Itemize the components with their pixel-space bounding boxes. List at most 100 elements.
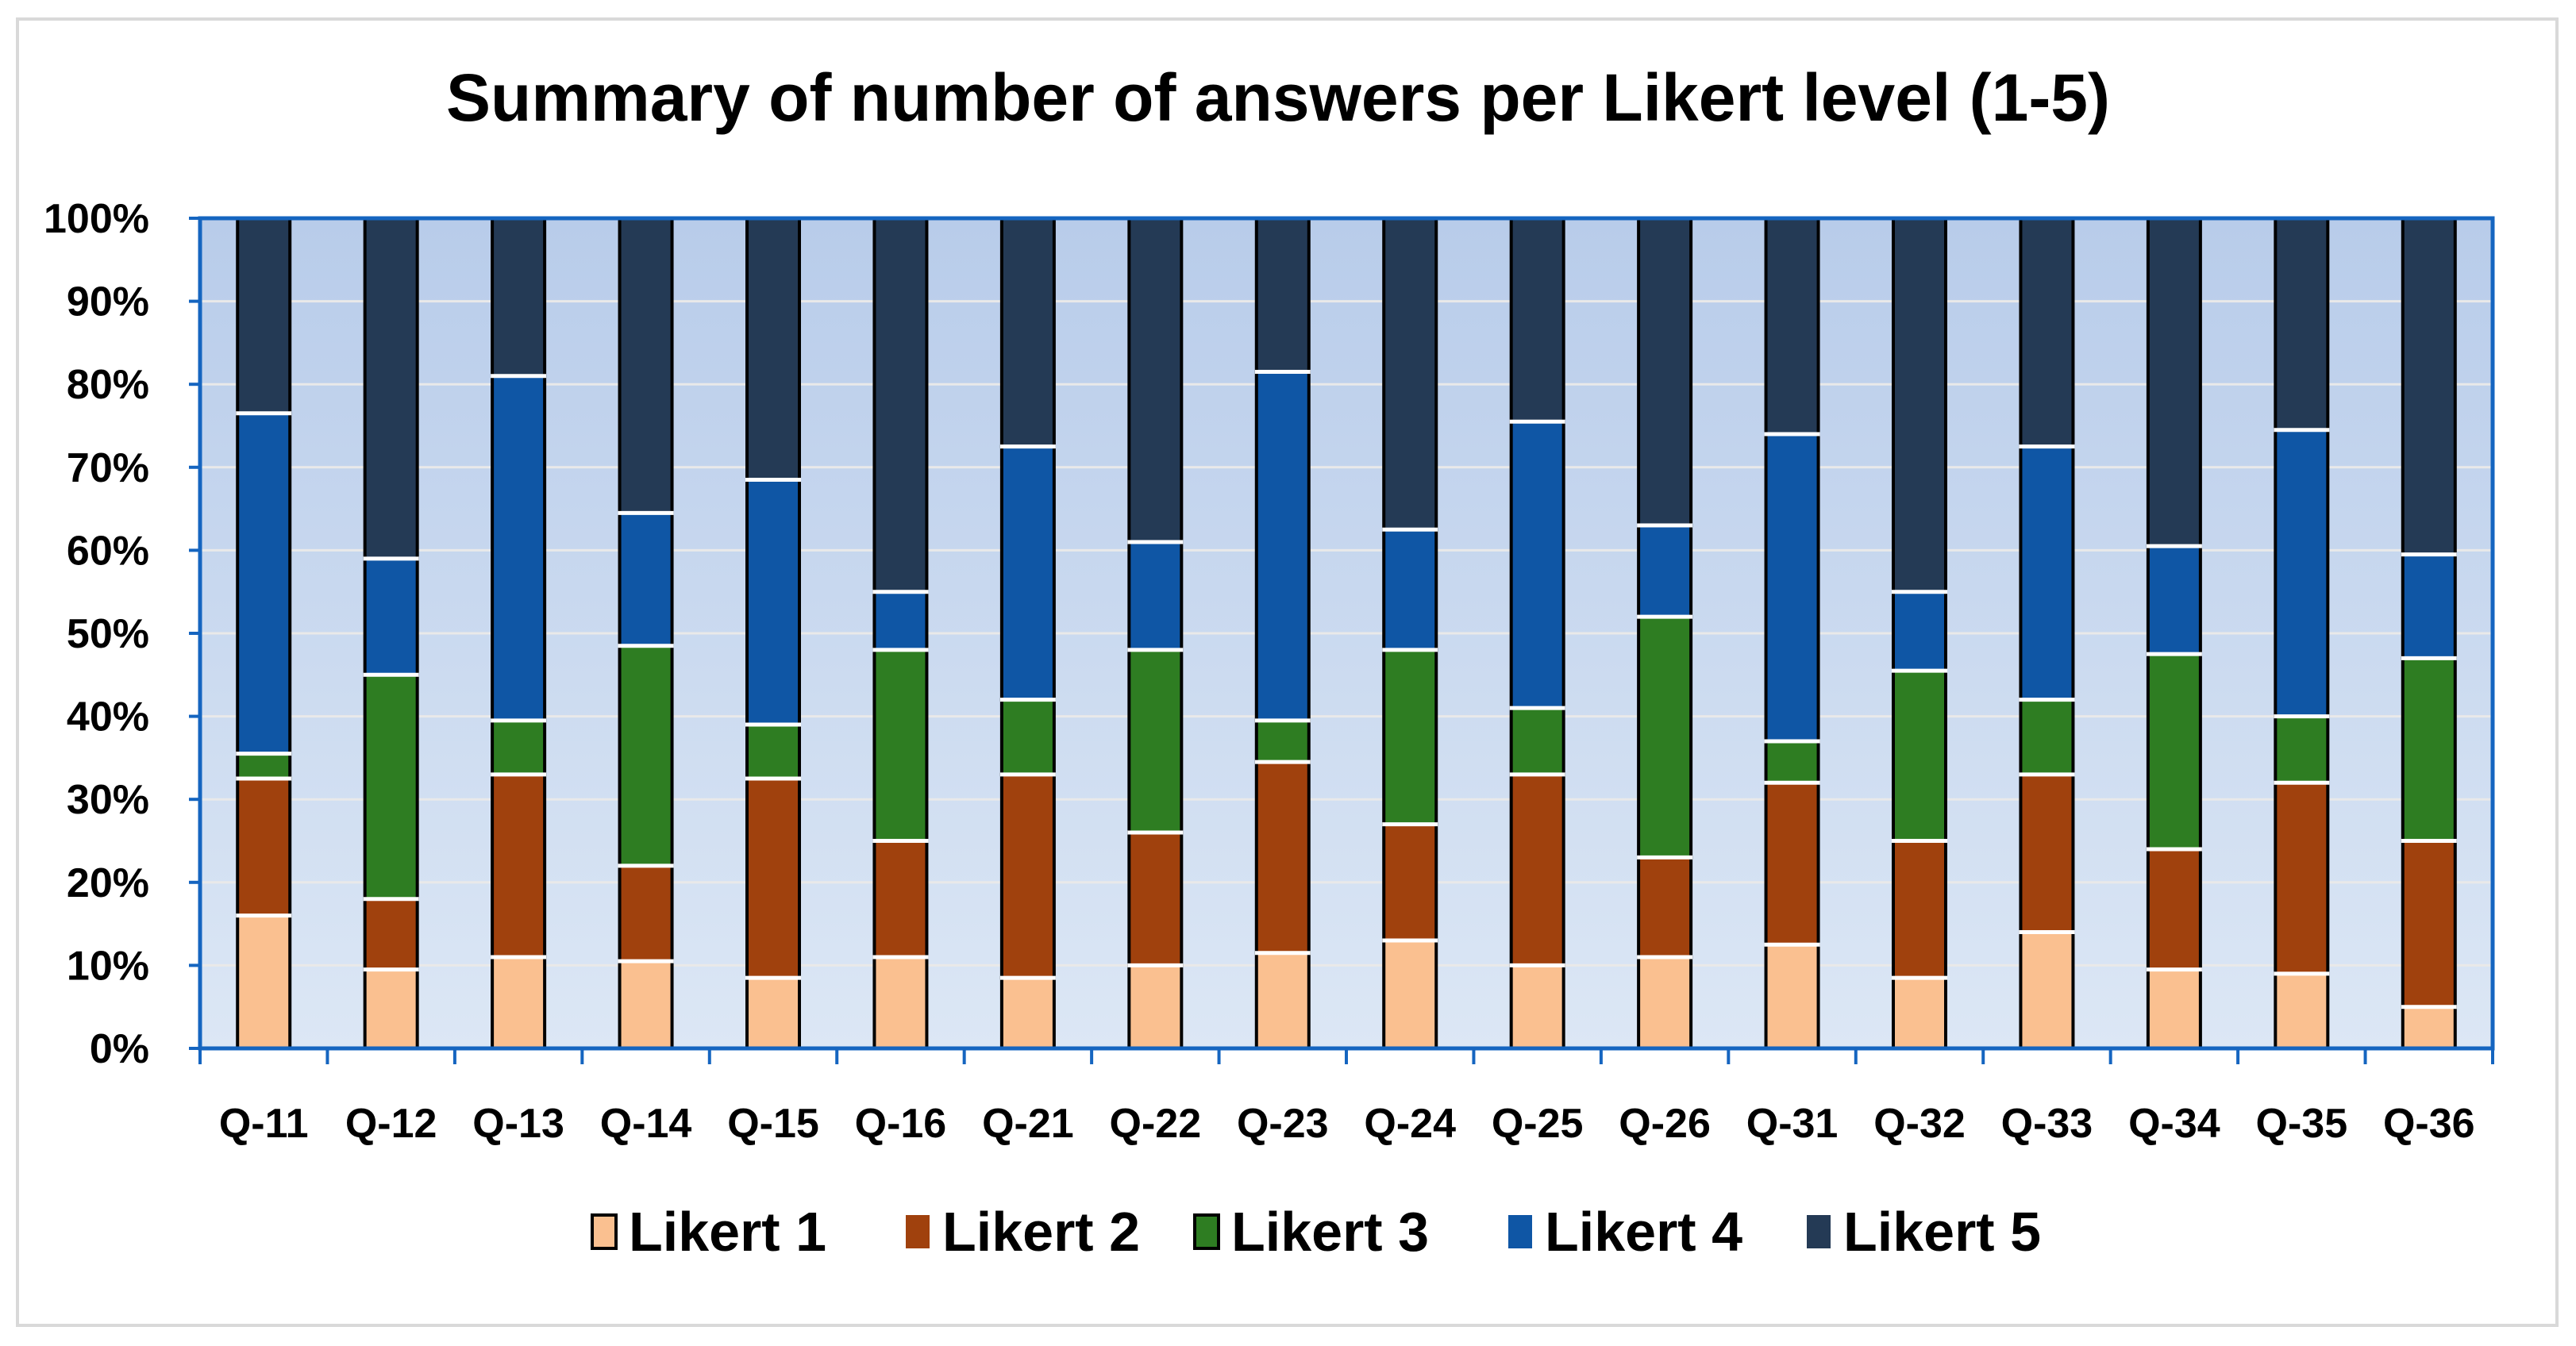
x-tick-label: Q-24: [1364, 1101, 1456, 1147]
bar-likert-2: [2274, 781, 2330, 975]
legend-swatch: [1508, 1215, 1532, 1248]
bar-likert-4: [2146, 544, 2202, 656]
y-tick-label: 70%: [67, 445, 149, 491]
axes: [198, 216, 2495, 1051]
bar-likert-1: [1509, 963, 1565, 1051]
bar-likert-3: [1509, 706, 1565, 776]
x-tick-label: Q-34: [2128, 1101, 2220, 1147]
bar-likert-5: [2274, 217, 2330, 432]
bar-likert-3: [2401, 656, 2457, 843]
bar-likert-1: [2019, 930, 2075, 1051]
bar-likert-3: [1127, 648, 1184, 835]
bar-likert-3: [745, 723, 801, 781]
bar-likert-2: [1637, 856, 1693, 959]
x-tick-label: Q-11: [219, 1101, 309, 1147]
bar-likert-1: [1764, 943, 1820, 1050]
bar-likert-1: [1382, 939, 1438, 1051]
bar-likert-4: [745, 478, 801, 727]
bar-likert-5: [1382, 217, 1438, 532]
bar-likert-1: [1637, 955, 1693, 1050]
legend-label: Likert 4: [1545, 1201, 1742, 1263]
x-tick-label: Q-32: [1873, 1101, 1966, 1147]
bar-likert-1: [363, 967, 419, 1051]
bar-likert-3: [363, 673, 419, 901]
bar-likert-2: [363, 897, 419, 971]
bar-likert-4: [236, 411, 292, 756]
bar-likert-5: [618, 217, 674, 515]
y-tick-label: 40%: [67, 694, 149, 740]
bar-likert-4: [1254, 370, 1311, 722]
bar-likert-3: [236, 752, 292, 781]
bar-likert-5: [745, 217, 801, 482]
bar-likert-4: [2401, 552, 2457, 660]
bar-likert-2: [745, 777, 801, 980]
y-axis-ticks: 0% 10% 20% 30% 40% 50% 60% 70% 80% 90% 100%: [44, 196, 149, 1072]
bar-likert-1: [999, 976, 1056, 1050]
bar-likert-5: [1637, 217, 1693, 528]
bar-likert-3: [618, 644, 674, 867]
bar-likert-3: [1254, 718, 1311, 764]
bar-likert-4: [1637, 524, 1693, 619]
bar-likert-5: [2146, 217, 2202, 548]
bar-likert-3: [491, 718, 547, 776]
bar-likert-5: [2019, 217, 2075, 448]
x-tick-label: Q-33: [2001, 1101, 2093, 1147]
legend-swatch: [1193, 1213, 1220, 1250]
y-tick-label: 90%: [67, 279, 149, 325]
bar-likert-4: [491, 374, 547, 722]
bar-likert-3: [2274, 714, 2330, 785]
bar-likert-4: [999, 444, 1056, 702]
bar-likert-1: [1254, 951, 1311, 1050]
bar-likert-1: [618, 960, 674, 1051]
x-axis-ticks: Q-11 Q-12 Q-13 Q-14 Q-15 Q-16 Q-21 Q-22 Q-23 Q-24…: [219, 1101, 2475, 1147]
legend-swatch: [591, 1213, 618, 1250]
bar-likert-2: [1892, 839, 1947, 980]
x-tick-label: Q-31: [1746, 1101, 1839, 1147]
bar-likert-4: [2019, 444, 2075, 702]
bar-likert-2: [1254, 760, 1311, 955]
bar-likert-3: [1892, 669, 1947, 843]
legend-label: Likert 2: [942, 1201, 1140, 1263]
bar-likert-4: [1127, 540, 1184, 652]
bar-likert-2: [2146, 847, 2202, 971]
bar-likert-4: [1764, 432, 1820, 743]
bar-likert-4: [2274, 428, 2330, 718]
bar-likert-5: [236, 217, 292, 415]
y-tick-label: 100%: [44, 196, 149, 242]
bar-likert-1: [872, 955, 929, 1050]
x-tick-label: Q-36: [2383, 1101, 2475, 1147]
bar-likert-1: [2401, 1005, 2457, 1050]
bar-likert-2: [1764, 781, 1820, 947]
bar-likert-3: [1764, 739, 1820, 785]
chart-title: Summary of number of answers per Likert …: [446, 60, 2110, 135]
bar-likert-3: [999, 698, 1056, 776]
bar-likert-5: [1892, 217, 1947, 594]
x-tick-label: Q-21: [982, 1101, 1074, 1147]
bar-likert-1: [1127, 963, 1184, 1051]
bar-likert-2: [999, 772, 1056, 980]
bar-likert-5: [2401, 217, 2457, 556]
bar-likert-1: [2274, 971, 2330, 1050]
bar-likert-4: [1382, 528, 1438, 652]
bar-likert-1: [491, 955, 547, 1050]
x-tick-label: Q-22: [1110, 1101, 1202, 1147]
bar-likert-2: [2019, 772, 2075, 934]
bar-likert-5: [491, 217, 547, 378]
legend-label: Likert 5: [1843, 1201, 2041, 1263]
bar-likert-1: [2146, 967, 2202, 1051]
x-tick-label: Q-25: [1492, 1101, 1584, 1147]
bar-likert-1: [236, 913, 292, 1051]
bar-likert-3: [2019, 698, 2075, 776]
x-tick-label: Q-35: [2256, 1101, 2348, 1147]
bar-likert-5: [1764, 217, 1820, 436]
bar-likert-5: [1127, 217, 1184, 544]
bar-likert-5: [1509, 217, 1565, 424]
plot-border: [198, 216, 2495, 1051]
y-tick-label: 50%: [67, 611, 149, 657]
bar-likert-2: [618, 863, 674, 963]
y-tick-label: 60%: [67, 528, 149, 574]
bar-likert-2: [491, 772, 547, 959]
chart-frame: Summary of number of answers per Likert …: [16, 17, 2559, 1327]
legend-label: Likert 3: [1231, 1201, 1429, 1263]
legend-swatch: [1807, 1215, 1831, 1248]
